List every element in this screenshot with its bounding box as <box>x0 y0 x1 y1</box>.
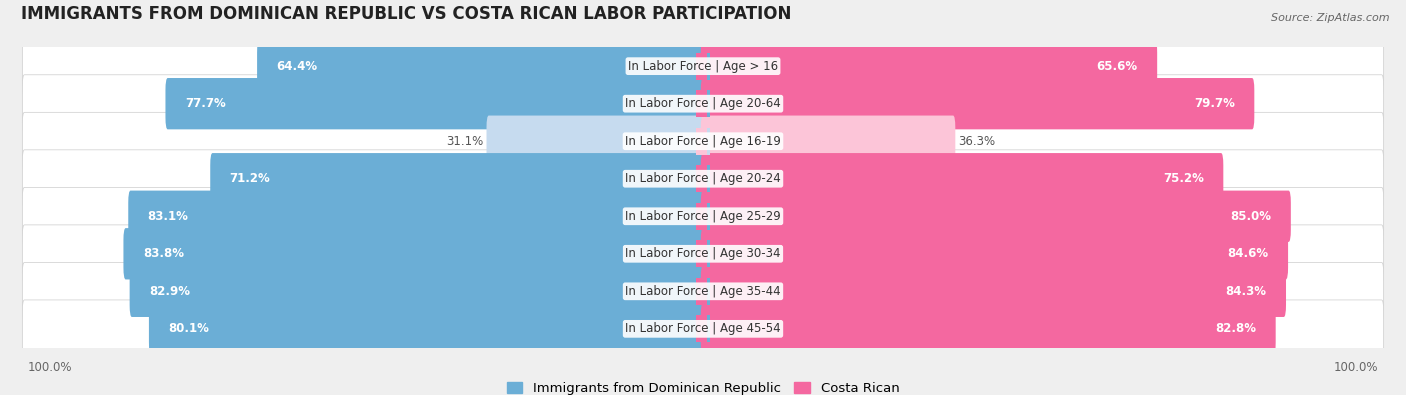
FancyBboxPatch shape <box>696 165 707 192</box>
FancyBboxPatch shape <box>486 116 706 167</box>
Text: 36.3%: 36.3% <box>959 135 995 148</box>
Text: 100.0%: 100.0% <box>1334 361 1378 374</box>
FancyBboxPatch shape <box>128 191 706 242</box>
FancyBboxPatch shape <box>22 225 1384 283</box>
FancyBboxPatch shape <box>696 240 707 267</box>
FancyBboxPatch shape <box>696 53 707 80</box>
Text: Source: ZipAtlas.com: Source: ZipAtlas.com <box>1271 13 1389 23</box>
Text: 79.7%: 79.7% <box>1194 97 1234 110</box>
FancyBboxPatch shape <box>700 228 1288 279</box>
FancyBboxPatch shape <box>22 75 1384 133</box>
Text: 84.3%: 84.3% <box>1226 285 1267 298</box>
FancyBboxPatch shape <box>149 303 706 354</box>
FancyBboxPatch shape <box>129 266 706 317</box>
FancyBboxPatch shape <box>22 37 1384 95</box>
FancyBboxPatch shape <box>22 262 1384 320</box>
Text: 100.0%: 100.0% <box>28 361 72 374</box>
Text: 75.2%: 75.2% <box>1163 172 1204 185</box>
Text: In Labor Force | Age 16-19: In Labor Force | Age 16-19 <box>626 135 780 148</box>
FancyBboxPatch shape <box>699 128 710 155</box>
FancyBboxPatch shape <box>700 191 1291 242</box>
FancyBboxPatch shape <box>700 78 1254 129</box>
FancyBboxPatch shape <box>22 187 1384 245</box>
FancyBboxPatch shape <box>696 315 707 342</box>
FancyBboxPatch shape <box>22 300 1384 358</box>
Text: 64.4%: 64.4% <box>277 60 318 73</box>
FancyBboxPatch shape <box>22 150 1384 208</box>
Text: 82.8%: 82.8% <box>1215 322 1256 335</box>
FancyBboxPatch shape <box>700 116 955 167</box>
FancyBboxPatch shape <box>696 128 707 155</box>
FancyBboxPatch shape <box>699 315 710 342</box>
FancyBboxPatch shape <box>699 165 710 192</box>
FancyBboxPatch shape <box>700 266 1286 317</box>
Text: 82.9%: 82.9% <box>149 285 190 298</box>
FancyBboxPatch shape <box>124 228 706 279</box>
FancyBboxPatch shape <box>696 90 707 117</box>
FancyBboxPatch shape <box>700 41 1157 92</box>
Text: 31.1%: 31.1% <box>446 135 484 148</box>
FancyBboxPatch shape <box>700 303 1275 354</box>
FancyBboxPatch shape <box>699 90 710 117</box>
FancyBboxPatch shape <box>699 53 710 80</box>
FancyBboxPatch shape <box>22 112 1384 170</box>
FancyBboxPatch shape <box>696 203 707 230</box>
Text: In Labor Force | Age 20-64: In Labor Force | Age 20-64 <box>626 97 780 110</box>
Text: In Labor Force | Age 25-29: In Labor Force | Age 25-29 <box>626 210 780 223</box>
Text: 71.2%: 71.2% <box>229 172 270 185</box>
FancyBboxPatch shape <box>696 278 707 305</box>
Legend: Immigrants from Dominican Republic, Costa Rican: Immigrants from Dominican Republic, Cost… <box>506 382 900 395</box>
Text: In Labor Force | Age 45-54: In Labor Force | Age 45-54 <box>626 322 780 335</box>
FancyBboxPatch shape <box>257 41 706 92</box>
Text: 83.8%: 83.8% <box>143 247 184 260</box>
FancyBboxPatch shape <box>211 153 706 204</box>
FancyBboxPatch shape <box>699 203 710 230</box>
Text: In Labor Force | Age 20-24: In Labor Force | Age 20-24 <box>626 172 780 185</box>
Text: 84.6%: 84.6% <box>1227 247 1268 260</box>
Text: 80.1%: 80.1% <box>169 322 209 335</box>
FancyBboxPatch shape <box>166 78 706 129</box>
Text: 77.7%: 77.7% <box>186 97 226 110</box>
Text: In Labor Force | Age 35-44: In Labor Force | Age 35-44 <box>626 285 780 298</box>
Text: In Labor Force | Age > 16: In Labor Force | Age > 16 <box>628 60 778 73</box>
Text: 65.6%: 65.6% <box>1097 60 1137 73</box>
Text: In Labor Force | Age 30-34: In Labor Force | Age 30-34 <box>626 247 780 260</box>
Text: IMMIGRANTS FROM DOMINICAN REPUBLIC VS COSTA RICAN LABOR PARTICIPATION: IMMIGRANTS FROM DOMINICAN REPUBLIC VS CO… <box>21 6 792 23</box>
Text: 85.0%: 85.0% <box>1230 210 1271 223</box>
FancyBboxPatch shape <box>699 240 710 267</box>
Text: 83.1%: 83.1% <box>148 210 188 223</box>
FancyBboxPatch shape <box>700 153 1223 204</box>
FancyBboxPatch shape <box>699 278 710 305</box>
